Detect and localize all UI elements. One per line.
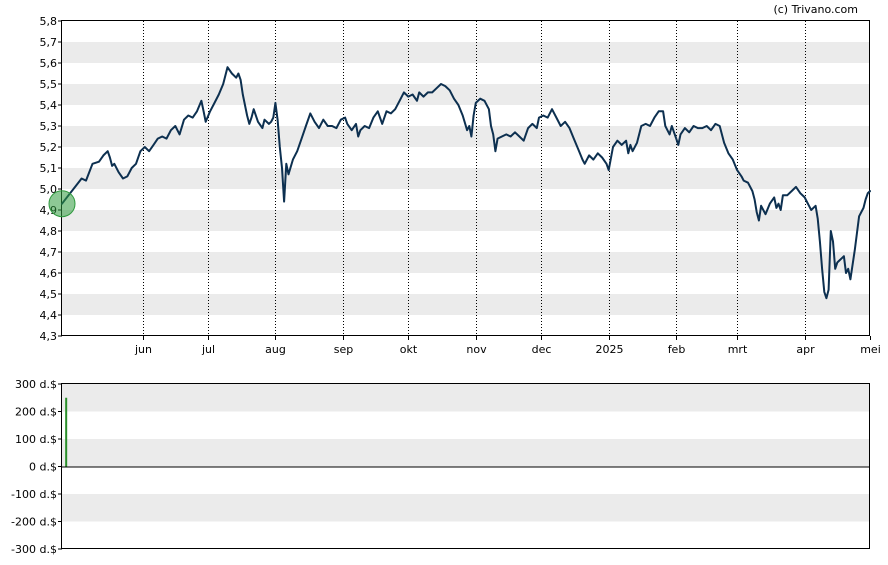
- price-y-tick-label: 5,7: [40, 36, 58, 49]
- x-tick-label: nov: [466, 343, 487, 356]
- price-y-tick-label: 5,2: [40, 141, 58, 154]
- month-x-axis: jun jul aug sep okt nov dec 2025 feb mrt apr mei: [134, 336, 881, 356]
- x-tick-label: mei: [860, 343, 881, 356]
- x-tick-label: mrt: [728, 343, 748, 356]
- credit-text: (c) Trivano.com: [773, 3, 858, 16]
- price-band: [62, 294, 870, 315]
- price-y-tick-label: 5,5: [40, 78, 58, 91]
- volume-panel-bands: [62, 384, 870, 522]
- price-y-tick-label: 4,8: [40, 225, 58, 238]
- volume-y-tick-label: -200 d.$: [11, 516, 57, 529]
- price-panel-frame: [61, 20, 870, 336]
- start-marker: [48, 190, 76, 218]
- price-y-tick-label: 4,5: [40, 288, 58, 301]
- x-tick-label: 2025: [596, 343, 624, 356]
- price-y-tick-label: 5,0: [40, 183, 58, 196]
- price-y-tick-label: 4,3: [40, 330, 58, 343]
- price-band: [62, 84, 870, 105]
- volume-y-tick-label: 200 d.$: [15, 406, 57, 419]
- price-band: [62, 168, 870, 189]
- price-y-tick-label: 4,6: [40, 267, 58, 280]
- price-y-axis: 4,34,44,54,64,74,84,95,05,15,25,35,45,55…: [40, 15, 62, 343]
- volume-band: [62, 384, 870, 412]
- x-tick-label: jul: [201, 343, 215, 356]
- price-panel-bands: [62, 42, 870, 315]
- volume-bar: [65, 397, 68, 467]
- price-y-tick-label: 5,8: [40, 15, 58, 28]
- x-tick-label: okt: [400, 343, 418, 356]
- price-band: [62, 252, 870, 273]
- x-tick-label: feb: [668, 343, 686, 356]
- price-band: [62, 42, 870, 63]
- volume-y-tick-label: 0 d.$: [29, 461, 57, 474]
- volume-band: [62, 494, 870, 522]
- x-tick-label: apr: [796, 343, 815, 356]
- x-tick-label: aug: [265, 343, 286, 356]
- volume-bars: [65, 397, 68, 467]
- price-y-tick-label: 5,6: [40, 57, 58, 70]
- x-tick-label: sep: [334, 343, 353, 356]
- x-tick-label: dec: [532, 343, 552, 356]
- price-y-tick-label: 4,7: [40, 246, 58, 259]
- volume-band: [62, 439, 870, 467]
- x-tick-label: jun: [134, 343, 152, 356]
- price-band: [62, 210, 870, 231]
- price-y-tick-label: 4,4: [40, 309, 58, 322]
- price-y-tick-label: 5,1: [40, 162, 58, 175]
- volume-y-tick-label: -100 d.$: [11, 488, 57, 501]
- price-y-tick-label: 5,4: [40, 99, 58, 112]
- price-y-tick-label: 5,3: [40, 120, 58, 133]
- volume-y-tick-label: 100 d.$: [15, 433, 57, 446]
- volume-y-tick-label: 300 d.$: [15, 378, 57, 391]
- price-line: [61, 66, 871, 300]
- volume-y-tick-label: -300 d.$: [11, 543, 57, 556]
- volume-y-axis: -300 d.$ -200 d.$ -100 d.$ 0 d.$ 100 d.$ 200 …: [11, 378, 62, 556]
